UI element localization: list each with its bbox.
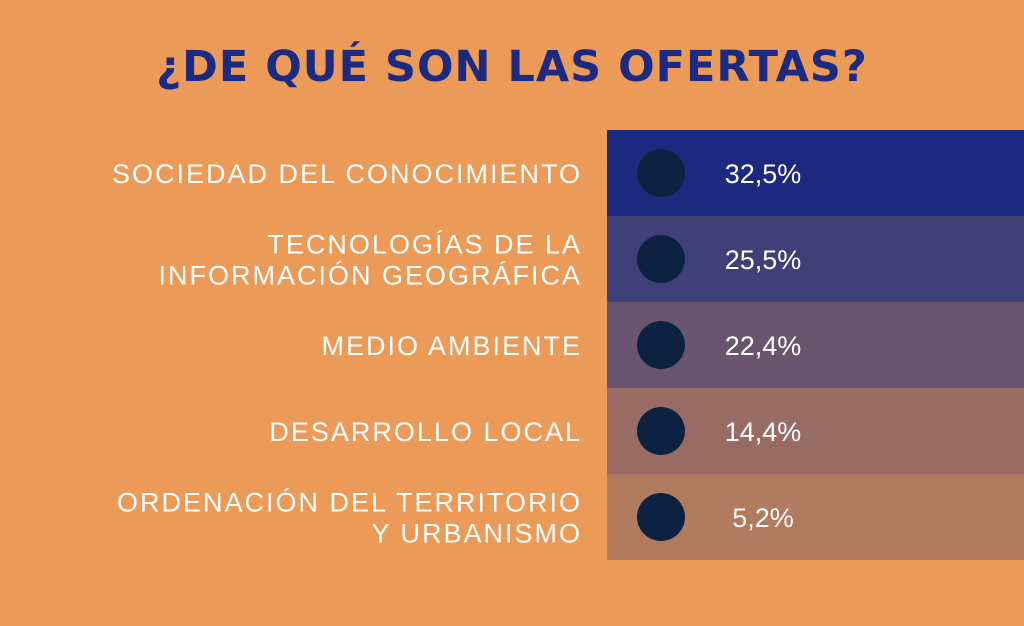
- category-label-2-line-1: TECNOLOGÍAS DE LA: [267, 230, 582, 260]
- row-marker-1: [637, 149, 685, 197]
- row-marker-2: [637, 235, 685, 283]
- row-marker-4: [637, 407, 685, 455]
- value-label-3: 22,4%: [725, 331, 802, 361]
- category-label-3: MEDIO AMBIENTE: [321, 331, 582, 361]
- value-label-1: 32,5%: [725, 159, 802, 189]
- value-label-2: 25,5%: [725, 245, 802, 275]
- row-marker-3: [637, 321, 685, 369]
- category-label-1: SOCIEDAD DEL CONOCIMIENTO: [112, 159, 582, 189]
- category-label-5-line-1: ORDENACIÓN DEL TERRITORIO: [117, 487, 582, 518]
- category-label-4: DESARROLLO LOCAL: [269, 417, 582, 447]
- chart-title: ¿DE QUÉ SON LAS OFERTAS?: [156, 42, 868, 92]
- row-marker-5: [637, 493, 685, 541]
- value-label-4: 14,4%: [725, 417, 802, 447]
- value-label-5: 5,2%: [732, 503, 794, 533]
- category-label-5-line-2: Y URBANISMO: [371, 519, 582, 549]
- category-label-2-line-2: INFORMACIÓN GEOGRÁFICA: [158, 260, 582, 291]
